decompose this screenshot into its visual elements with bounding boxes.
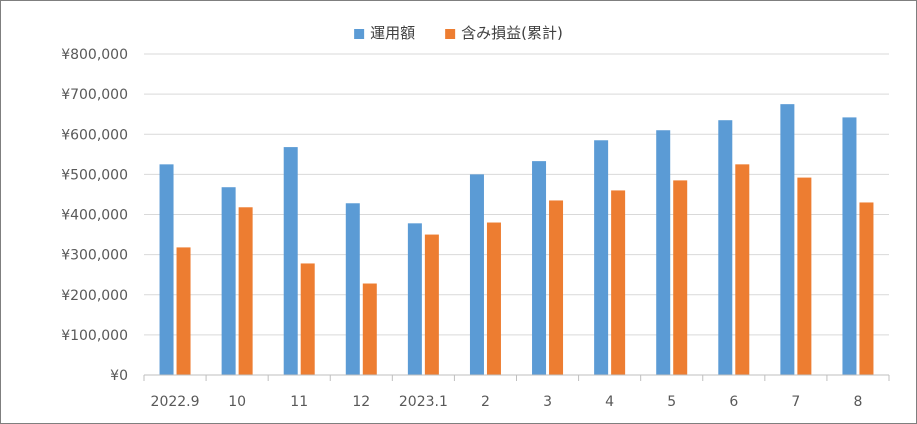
legend-item-2: 含み損益(累計) [445,24,563,42]
bar-series-1 [656,130,671,375]
y-tick-label: ¥700,000 [61,87,128,103]
bar-series-2 [859,202,874,375]
x-tick-label: 4 [605,394,614,410]
bar-series-1 [718,120,733,375]
x-tick-label: 2023.1 [399,394,448,410]
y-tick-label: ¥800,000 [61,47,128,63]
bar-series-1 [283,147,298,375]
legend-swatch [354,29,365,39]
bar-series-2 [486,222,501,375]
legend-item-1: 運用額 [354,24,415,42]
bar-series-1 [532,161,547,375]
y-tick-label: ¥600,000 [61,127,128,143]
bar-series-2 [797,177,812,375]
bar-series-2 [611,190,626,375]
bars [159,104,874,376]
x-tick-label: 5 [667,394,676,410]
y-tick-label: ¥500,000 [61,167,128,183]
bar-series-2 [549,200,564,375]
x-tick-label: 3 [543,394,552,410]
bar-series-1 [780,104,795,375]
bar-series-2 [238,207,253,375]
x-tick-label: 2 [481,394,490,410]
y-tick-label: ¥300,000 [61,248,128,264]
bar-series-2 [735,164,750,375]
y-tick-label: ¥0 [110,368,128,384]
bar-series-1 [407,223,422,375]
legend-label: 運用額 [370,24,415,42]
x-axis [143,374,890,381]
y-tick-label: ¥200,000 [61,288,128,304]
x-tick-label: 10 [228,394,246,410]
bar-series-1 [221,187,236,375]
x-tick-label: 8 [853,394,862,410]
x-tick-label: 12 [352,394,370,410]
x-tick-label: 6 [729,394,738,410]
x-tick-label: 11 [290,394,308,410]
legend-label: 含み損益(累計) [461,24,563,42]
x-axis-tick-labels: 2022.9 10 11 12 2023.1 2 3 4 5 6 7 8 [151,394,863,410]
bar-series-1 [469,174,484,375]
bar-series-2 [176,247,191,375]
legend-swatch [445,29,456,39]
bar-series-1 [345,203,360,375]
bar-series-1 [159,164,174,375]
bar-series-1 [842,117,857,376]
bar-series-2 [673,180,688,375]
bar-series-2 [362,283,377,375]
x-tick-label: 7 [791,394,800,410]
x-tick-label: 2022.9 [151,394,200,410]
bar-series-1 [594,140,609,375]
y-axis-tick-labels: ¥0 ¥100,000 ¥200,000 ¥300,000 ¥400,000 ¥500,0… [61,47,128,384]
legend: 運用額 含み損益(累計) [354,24,563,42]
bar-series-2 [424,234,439,375]
y-tick-label: ¥400,000 [61,208,128,224]
bar-series-2 [300,263,315,375]
y-tick-label: ¥100,000 [61,328,128,344]
gridlines [144,53,889,336]
